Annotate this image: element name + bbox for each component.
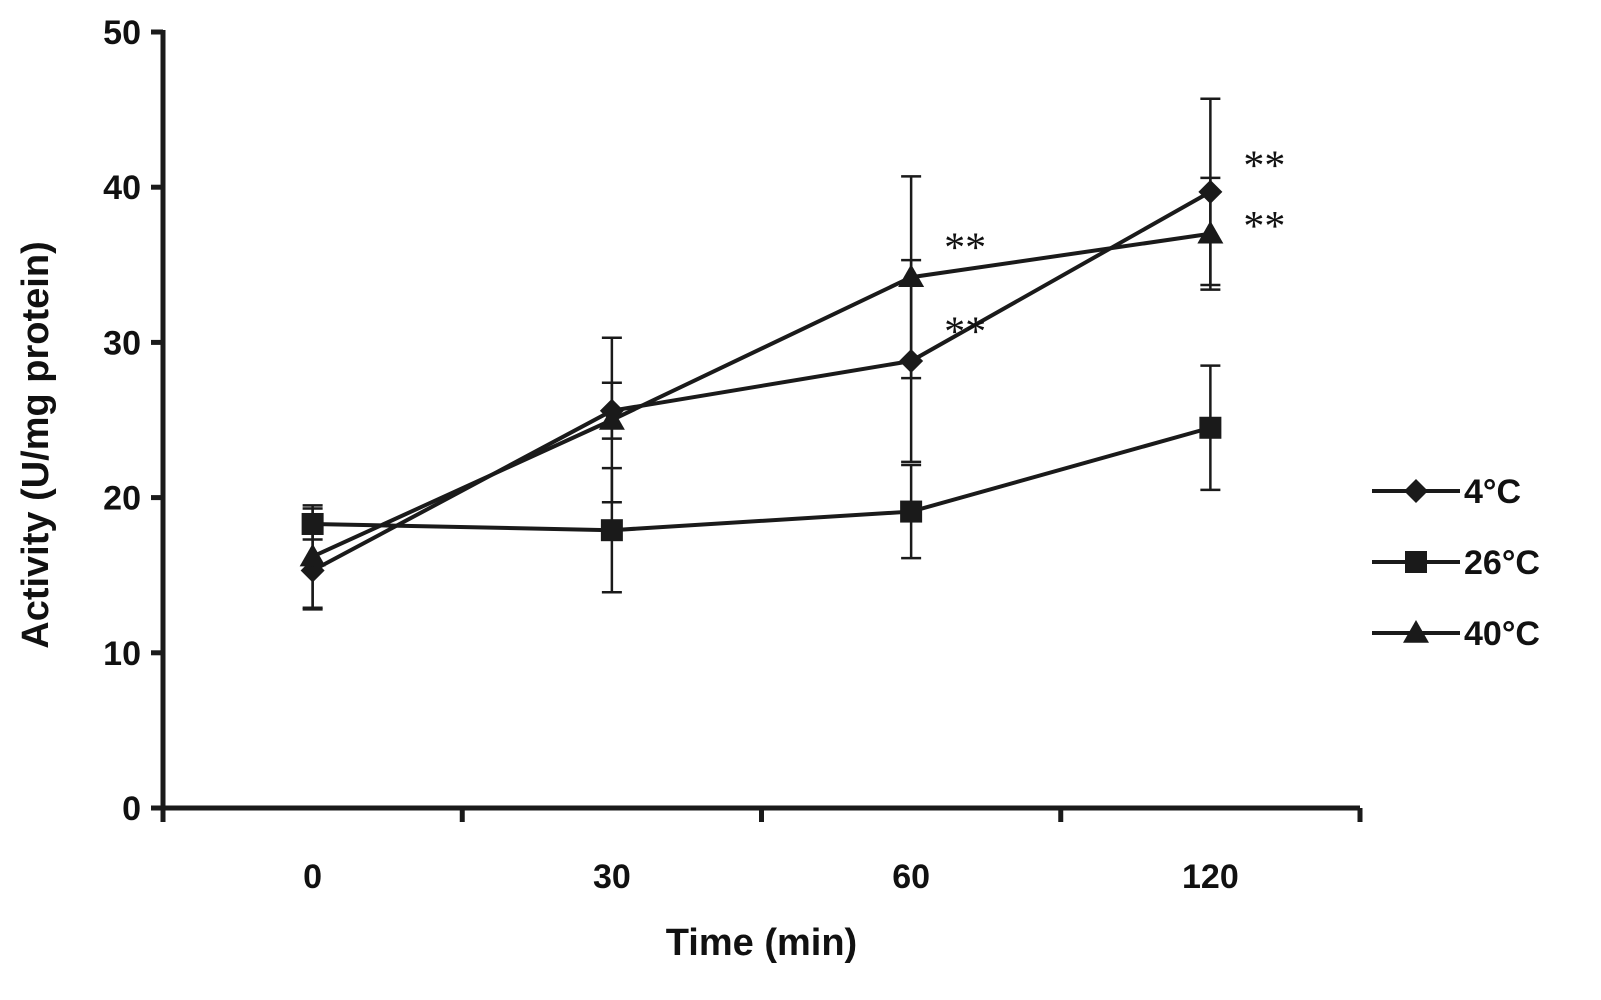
x-tick-label: 120 bbox=[1182, 858, 1239, 896]
series-line bbox=[311, 231, 1211, 559]
data-point bbox=[600, 519, 623, 542]
legend-marker bbox=[1405, 551, 1427, 573]
x-tick-label: 30 bbox=[593, 858, 631, 896]
legend: 4°C 26°C 40°C bbox=[1372, 473, 1540, 653]
y-tick-label: 0 bbox=[122, 790, 141, 828]
x-tick-label: 0 bbox=[303, 858, 322, 896]
x-tick-label: 60 bbox=[892, 858, 930, 896]
legend-item-4c: 4°C bbox=[1372, 473, 1521, 511]
y-tick-label: 50 bbox=[103, 14, 141, 52]
data-point bbox=[1199, 416, 1222, 439]
significance-mark: ** bbox=[944, 226, 986, 272]
annotations: ** ** ** ** bbox=[944, 143, 1285, 355]
legend-label: 40°C bbox=[1464, 615, 1540, 653]
legend-marker bbox=[1404, 479, 1428, 503]
data-point bbox=[1197, 220, 1224, 244]
legend-label: 4°C bbox=[1464, 473, 1521, 511]
significance-mark: ** bbox=[944, 309, 986, 355]
series-40c bbox=[299, 175, 1224, 610]
y-tick-label: 10 bbox=[103, 635, 141, 673]
x-axis-title: Time (min) bbox=[666, 922, 857, 964]
y-axis-title: Activity (U/mg protein) bbox=[15, 241, 57, 648]
series-4c bbox=[300, 97, 1223, 611]
y-tick-label: 40 bbox=[103, 169, 141, 207]
series-26c bbox=[301, 364, 1222, 594]
significance-mark: ** bbox=[1243, 143, 1285, 189]
data-point bbox=[299, 543, 326, 567]
y-tick-label: 20 bbox=[103, 480, 141, 518]
legend-item-40c: 40°C bbox=[1372, 615, 1540, 653]
data-point bbox=[598, 407, 625, 430]
legend-item-26c: 26°C bbox=[1372, 544, 1540, 582]
series-layer bbox=[299, 97, 1224, 611]
data-point bbox=[900, 500, 923, 523]
significance-mark: ** bbox=[1243, 204, 1285, 250]
y-tick-label: 30 bbox=[103, 324, 141, 362]
data-point bbox=[898, 264, 925, 287]
series-line bbox=[311, 190, 1212, 573]
axes: 0 10 20 30 40 50 0 30 60 120 bbox=[103, 14, 1363, 896]
legend-marker bbox=[1403, 620, 1429, 643]
legend-label: 26°C bbox=[1464, 544, 1540, 582]
series-line bbox=[312, 425, 1211, 533]
